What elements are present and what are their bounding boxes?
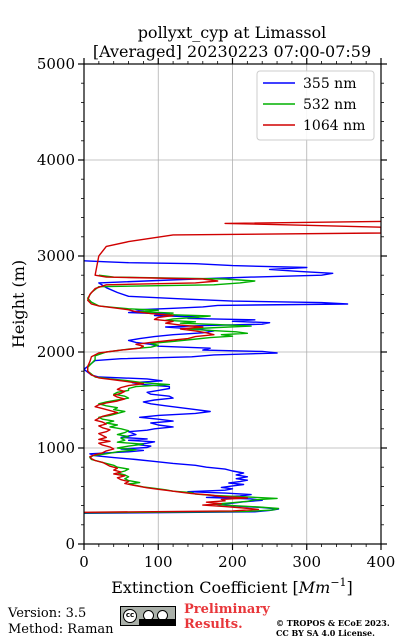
cc-license-badge: cc <box>120 606 176 626</box>
y-axis-label: Height (m) <box>9 260 28 348</box>
chart-canvas: pollyxt_cyp at Limassol [Averaged] 20230… <box>9 23 396 597</box>
x-axis-label-prefix: Extinction Coefficient [ <box>111 578 299 597</box>
y-tick-label-4000: 4000 <box>37 151 75 169</box>
y-tick-label-0: 0 <box>65 535 75 553</box>
y-tick-label-3000: 3000 <box>37 247 75 265</box>
x-tick-label-400: 400 <box>367 553 396 571</box>
y-tick-label-1000: 1000 <box>37 439 75 457</box>
x-axis-label-unit: Mm <box>298 578 331 597</box>
legend-label-532-nm: 532 nm <box>303 97 356 113</box>
x-axis-label-exponent: −1 <box>330 576 346 589</box>
cc-badge-strip <box>139 619 175 625</box>
series-line-355-nm <box>84 260 349 514</box>
chart-title-line1: pollyxt_cyp at Limassol <box>138 23 327 42</box>
copyright-line2: CC BY SA 4.0 License. <box>276 628 375 638</box>
y-tick-label-5000: 5000 <box>37 55 75 73</box>
version-text: Version: 3.5 <box>8 606 87 621</box>
chart-title-line2: [Averaged] 20230223 07:00-07:59 <box>93 42 371 61</box>
legend-label-1064-nm: 1064 nm <box>303 118 365 134</box>
copyright-line1: © TROPOS & ECoE 2023. <box>276 618 390 628</box>
cc-logo-icon: cc <box>123 609 137 623</box>
copyright-notice: © TROPOS & ECoE 2023. CC BY SA 4.0 Licen… <box>276 618 390 638</box>
legend-label-355-nm: 355 nm <box>303 76 356 92</box>
series-line-532-nm <box>84 274 280 514</box>
series-lines <box>84 220 381 514</box>
y-tick-label-2000: 2000 <box>37 343 75 361</box>
x-tick-label-300: 300 <box>292 553 321 571</box>
x-axis-label-suffix: ] <box>347 578 353 597</box>
method-text: Method: Raman <box>8 622 114 637</box>
legend: 355 nm 532 nm 1064 nm <box>256 70 375 141</box>
legend-box <box>256 70 375 141</box>
version-info: Version: 3.5 Method: Raman <box>8 606 114 638</box>
preliminary-notice: Preliminary Results. <box>184 602 270 632</box>
preliminary-line2: Results. <box>184 617 243 632</box>
series-line-1064-nm <box>84 220 381 513</box>
x-tick-label-0: 0 <box>79 553 89 571</box>
x-tick-label-200: 200 <box>218 553 247 571</box>
preliminary-line1: Preliminary <box>184 602 270 617</box>
x-axis-label: Extinction Coefficient [Mm−1] <box>111 576 353 597</box>
x-tick-label-100: 100 <box>144 553 173 571</box>
